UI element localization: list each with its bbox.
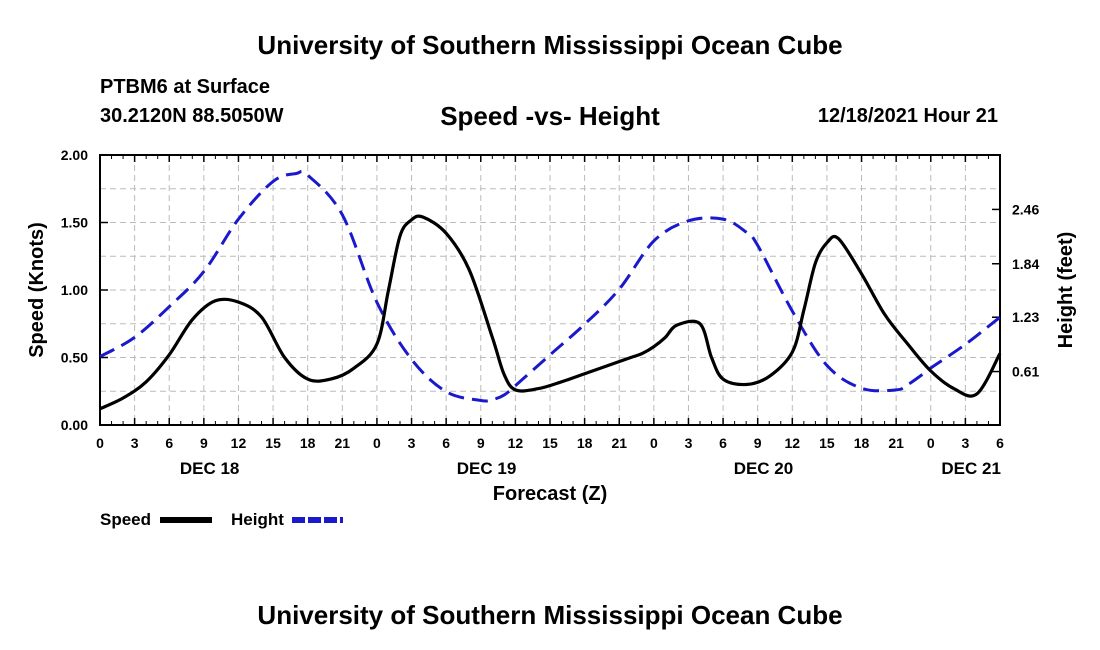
y2-tick-label: 1.84 bbox=[1012, 256, 1039, 272]
date-label: DEC 18 bbox=[180, 459, 240, 478]
legend-height-label: Height bbox=[231, 510, 284, 529]
y2-axis-title: Height (feet) bbox=[1055, 232, 1077, 349]
x-tick-label: 6 bbox=[165, 435, 173, 451]
y-tick-label: 0.50 bbox=[61, 350, 88, 366]
x-tick-label: 21 bbox=[611, 435, 627, 451]
x-tick-label: 12 bbox=[508, 435, 524, 451]
y-tick-label: 1.50 bbox=[61, 215, 88, 231]
legend-speed-label: Speed bbox=[100, 510, 152, 529]
x-tick-label: 18 bbox=[300, 435, 316, 451]
x-tick-label: 3 bbox=[685, 435, 693, 451]
y-tick-label: 1.00 bbox=[61, 282, 88, 298]
x-tick-label: 12 bbox=[231, 435, 247, 451]
speed-series-line bbox=[99, 214, 1002, 411]
y2-tick-label: 1.23 bbox=[1012, 309, 1039, 325]
x-tick-label: 3 bbox=[131, 435, 139, 451]
chart-subtitle: Speed -vs- Height bbox=[440, 101, 660, 131]
x-tick-label: 6 bbox=[996, 435, 1004, 451]
x-tick-label: 3 bbox=[961, 435, 969, 451]
date-label: DEC 20 bbox=[734, 459, 794, 478]
x-tick-label: 9 bbox=[754, 435, 762, 451]
x-tick-label: 9 bbox=[477, 435, 485, 451]
x-tick-label: 3 bbox=[408, 435, 416, 451]
datetime-label: 12/18/2021 Hour 21 bbox=[817, 105, 998, 127]
x-tick-label: 6 bbox=[719, 435, 727, 451]
coordinates-label: 30.2120N 88.5050W bbox=[100, 105, 284, 127]
x-tick-label: 15 bbox=[819, 435, 835, 451]
footer-title: University of Southern Mississippi Ocean… bbox=[257, 600, 843, 630]
x-tick-label: 0 bbox=[96, 435, 104, 451]
x-axis-title: Forecast (Z) bbox=[493, 483, 607, 505]
x-tick-label: 9 bbox=[200, 435, 208, 451]
station-label: PTBM6 at Surface bbox=[100, 76, 271, 98]
y-tick-label: 2.00 bbox=[61, 147, 88, 163]
x-tick-label: 0 bbox=[650, 435, 658, 451]
y2-tick-label: 2.46 bbox=[1012, 201, 1039, 217]
date-label: DEC 19 bbox=[457, 459, 517, 478]
x-tick-label: 18 bbox=[577, 435, 593, 451]
y2-tick-label: 0.61 bbox=[1012, 364, 1039, 380]
x-tick-label: 15 bbox=[265, 435, 281, 451]
x-tick-label: 0 bbox=[927, 435, 935, 451]
x-tick-label: 12 bbox=[785, 435, 801, 451]
axis-tick-labels: 0 3 6 9 12 15 18 21 0 3 6 9 12 15 18 21 0 3 6 9 12 15 18 21 0 3 6 0… bbox=[61, 147, 1040, 478]
x-tick-label: 21 bbox=[335, 435, 351, 451]
x-tick-label: 21 bbox=[888, 435, 904, 451]
y-axis-title: Speed (Knots) bbox=[26, 222, 48, 358]
x-tick-label: 15 bbox=[542, 435, 558, 451]
y-tick-label: 0.00 bbox=[61, 417, 88, 433]
x-tick-label: 6 bbox=[442, 435, 450, 451]
axis-ticks bbox=[99, 154, 1001, 426]
date-label: DEC 21 bbox=[941, 459, 1001, 478]
x-tick-label: 18 bbox=[854, 435, 870, 451]
chart-title: University of Southern Mississippi Ocean… bbox=[257, 30, 843, 60]
x-tick-label: 0 bbox=[373, 435, 381, 451]
